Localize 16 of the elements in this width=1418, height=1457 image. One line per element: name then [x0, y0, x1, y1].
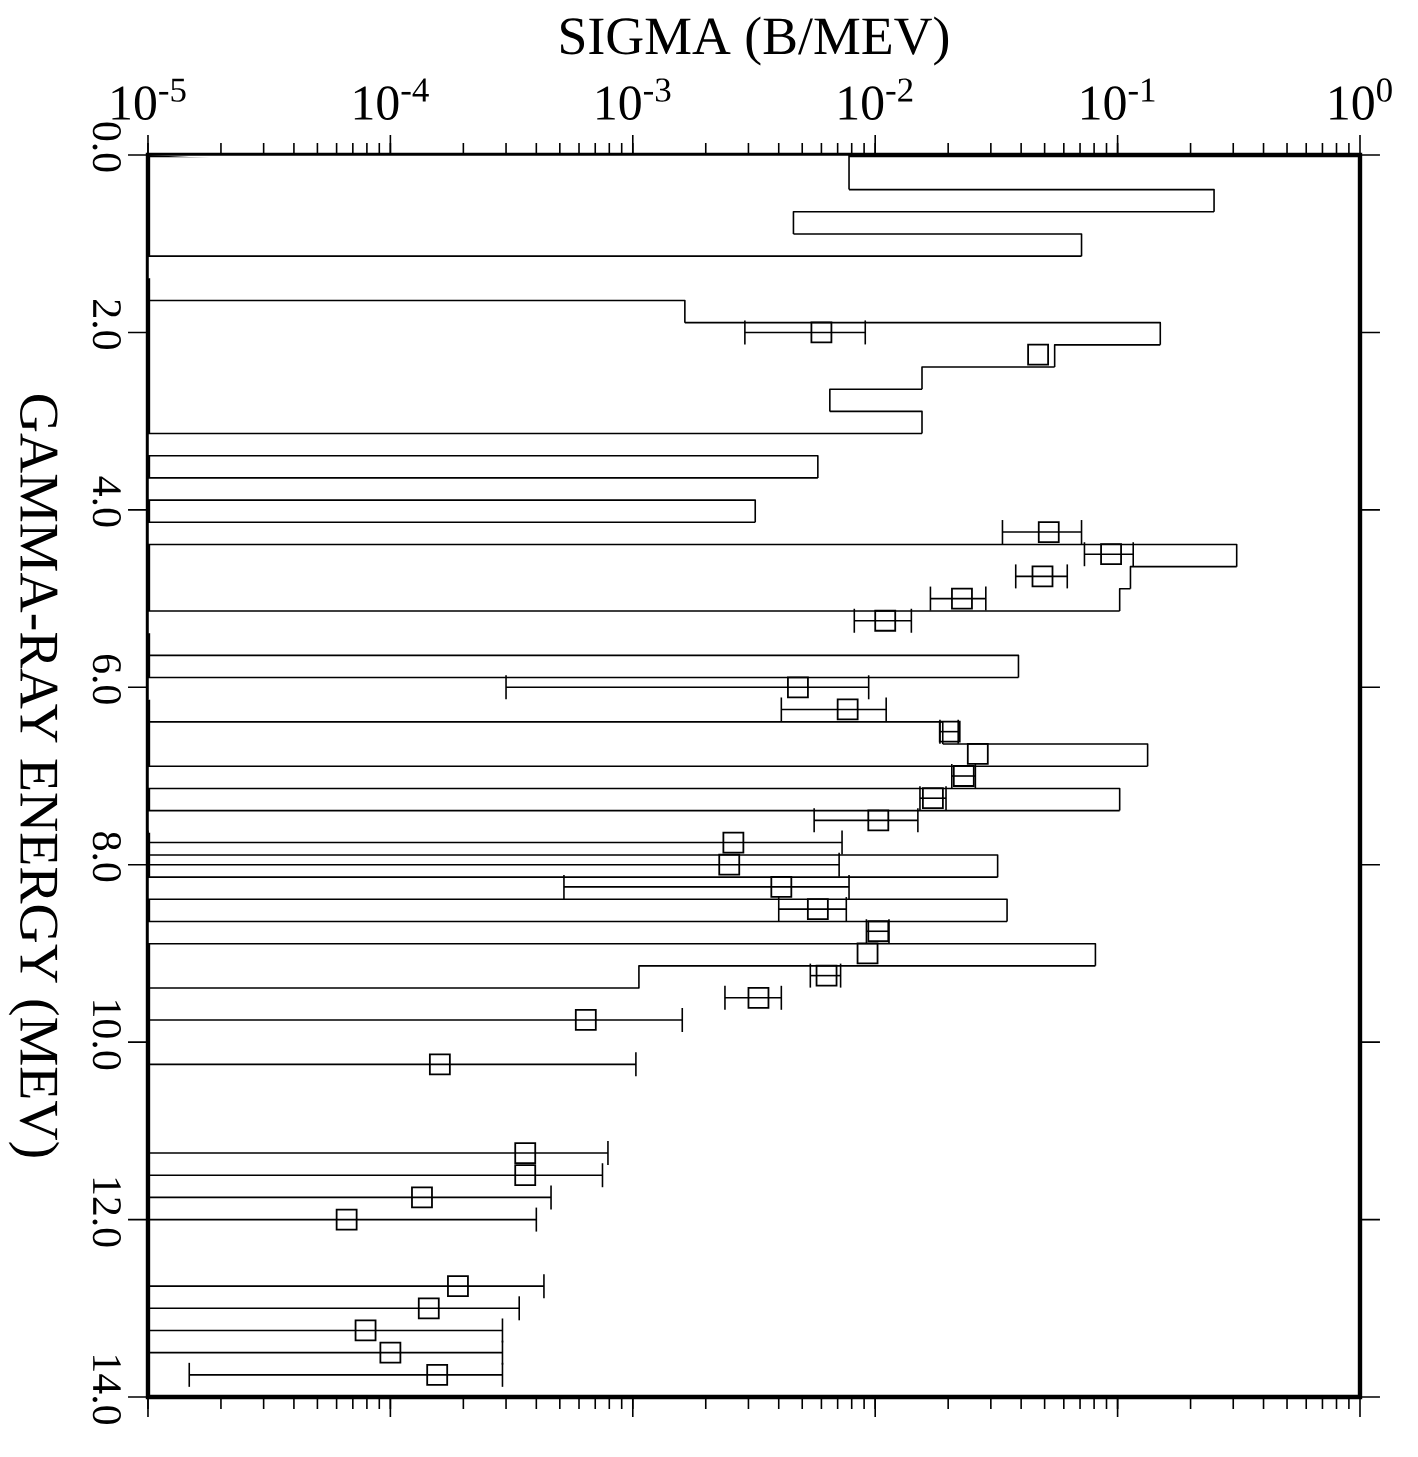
x-tick-label: 10$^{-1}$ [1082, 78, 1155, 120]
y-tick-label: 6.0 [92, 654, 121, 704]
x-tick-label: 10$^{-2}$ [839, 78, 913, 120]
x-tick-label: 10$^{-3}$ [597, 78, 671, 120]
y-tick-label: 10.0 [92, 1001, 121, 1070]
y-tick-label: 8.0 [92, 832, 121, 882]
x-tick-label: 10$^{-5}$ [112, 78, 186, 120]
y-tick-label: 0.0 [92, 122, 121, 172]
x-axis-title: SIGMA (B/MEV) [561, 16, 949, 66]
x-tick-label: 10$^{-4}$ [354, 78, 429, 120]
y-axis-title: GAMMA-RAY ENERGY (MEV) [8, 394, 60, 1157]
y-tick-label: 14.0 [92, 1356, 121, 1425]
x-tick-label: 10$^{0}$ [1330, 78, 1392, 120]
y-tick-label: 2.0 [92, 300, 121, 350]
y-tick-label: 12.0 [92, 1178, 121, 1247]
y-tick-label: 4.0 [92, 476, 121, 527]
